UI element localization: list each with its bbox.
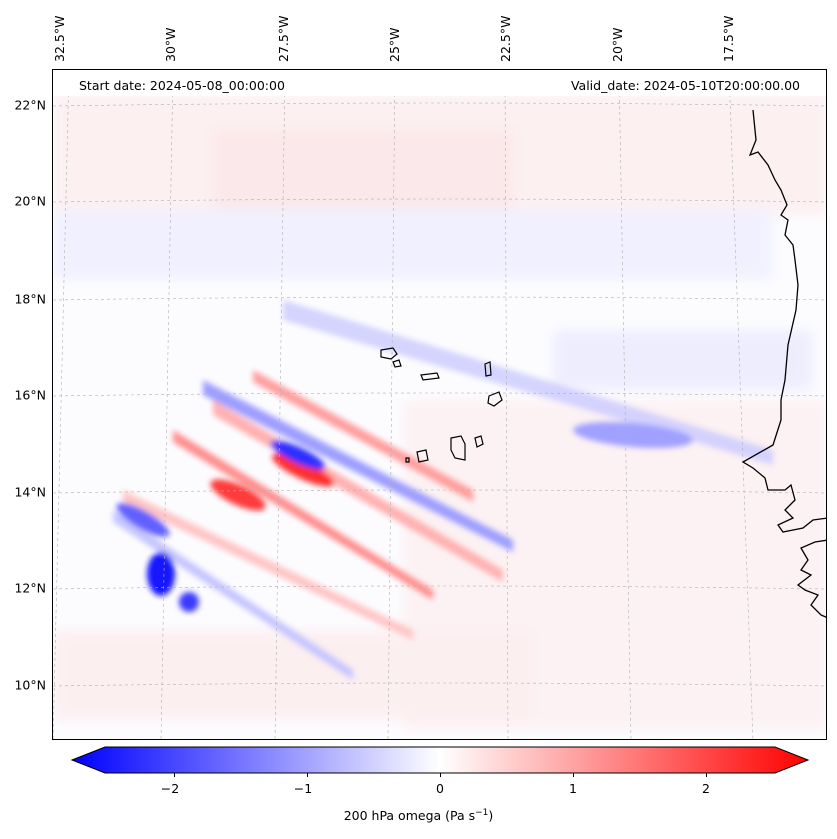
- colorbar-tick-mark: [440, 773, 441, 777]
- map-field: [53, 70, 826, 739]
- parallel: [53, 682, 826, 687]
- lon-tick-label: 20°W: [610, 27, 625, 62]
- colorbar: [70, 746, 810, 774]
- lat-tick-label: 20°N: [14, 193, 46, 209]
- coastline-africa: [796, 539, 826, 618]
- island: [450, 435, 466, 461]
- field-band: [283, 300, 773, 465]
- parallel: [53, 296, 826, 301]
- island: [487, 391, 503, 407]
- colorbar-tick-label: 0: [436, 781, 444, 796]
- colorbar-tick-label: −1: [293, 781, 313, 796]
- meridian: [504, 70, 509, 739]
- field-blob: [573, 421, 693, 449]
- field-blob: [271, 453, 335, 487]
- lat-tick-label: 18°N: [14, 291, 46, 307]
- lon-tick-label: 30°W: [163, 27, 178, 62]
- island: [392, 359, 402, 368]
- map-frame: [52, 69, 827, 740]
- lon-tick-label: 17.5°W: [721, 15, 736, 62]
- field-blob: [210, 479, 266, 511]
- field-patch: [53, 210, 773, 280]
- lat-tick-label: 12°N: [14, 580, 46, 596]
- island: [380, 347, 398, 360]
- island: [474, 435, 484, 448]
- colorbar-tick-label: 1: [569, 781, 577, 796]
- field-blob: [179, 592, 199, 612]
- field-band: [203, 380, 513, 552]
- coastline-africa: [741, 109, 826, 533]
- field-blob: [270, 440, 326, 470]
- field-band: [123, 490, 413, 640]
- lon-tick-label: 27.5°W: [276, 15, 291, 62]
- colorbar-tick-label: −2: [160, 781, 180, 796]
- colorbar-title-close: ): [488, 808, 494, 824]
- parallel: [53, 102, 826, 107]
- field-patch: [553, 330, 813, 390]
- parallel: [53, 489, 826, 494]
- colorbar-tick-mark: [706, 773, 707, 777]
- parallel: [53, 392, 826, 397]
- field-patch: [213, 130, 513, 220]
- lat-tick-label: 10°N: [14, 677, 46, 693]
- colorbar-tick-mark: [307, 773, 308, 777]
- valid-date-label: Valid_date: 2024-05-10T20:00:00.00: [570, 78, 800, 93]
- meridian: [728, 70, 754, 739]
- colorbar-title-exponent: −1: [475, 808, 489, 818]
- lon-tick-label: 25°W: [387, 27, 402, 62]
- colorbar-title: 200 hPa omega (Pa s−1): [0, 808, 837, 823]
- lat-tick-label: 22°N: [14, 97, 46, 113]
- meridian: [53, 70, 70, 739]
- meridian: [618, 70, 632, 739]
- field-patch: [53, 630, 533, 720]
- field-band: [113, 510, 353, 680]
- colorbar-tick-mark: [573, 773, 574, 777]
- lat-tick-label: 16°N: [14, 387, 46, 403]
- meridian: [160, 70, 174, 739]
- parallel: [53, 198, 826, 203]
- start-date-label: Start date: 2024-05-08_00:00:00: [79, 78, 285, 93]
- colorbar-tick-label: 2: [702, 781, 710, 796]
- parallel: [53, 585, 826, 590]
- meridian: [387, 70, 396, 739]
- field-blob: [147, 552, 175, 596]
- field-band: [253, 370, 473, 502]
- island: [484, 361, 492, 377]
- lon-tick-label: 22.5°W: [498, 15, 513, 62]
- colorbar-body: [70, 746, 810, 774]
- field-band: [173, 430, 433, 600]
- lat-tick-label: 14°N: [14, 484, 46, 500]
- island: [420, 372, 440, 381]
- colorbar-title-main: 200 hPa omega (Pa s: [343, 808, 476, 824]
- lon-tick-label: 32.5°W: [52, 15, 67, 62]
- island: [405, 457, 410, 463]
- field-blob: [116, 503, 170, 537]
- meridian: [274, 70, 286, 739]
- colorbar-tick-mark: [174, 773, 175, 777]
- header-strip: [53, 70, 826, 96]
- island: [416, 449, 429, 463]
